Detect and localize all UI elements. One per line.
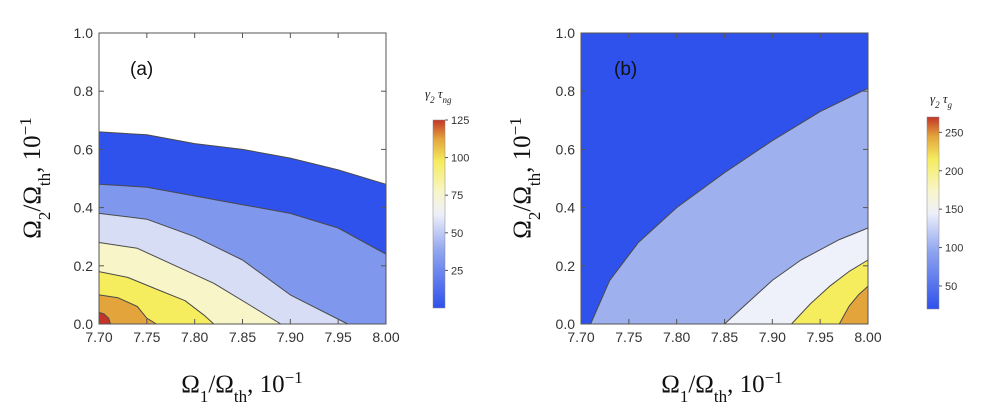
x-tick-label: 8.00 [372,329,399,345]
y-axis-label-b: Ω2/Ωth, 10−1 [506,117,544,238]
y-tick-label: 0.6 [556,141,576,157]
x-axis-label-a: Ω1/Ωth, 10−1 [181,368,302,406]
panel-label-a: (a) [130,59,153,80]
colorbar-a: γ2 τng 25 50 75 100 125 [425,86,469,309]
colorbar-title-b: γ2 τg [930,91,953,110]
x-ticks-b: 7.70 7.75 7.80 7.85 7.90 7.95 8.00 [567,33,882,345]
x-tick-label: 7.85 [229,329,256,345]
colorbar-tick-label: 150 [945,204,963,216]
contours-b [581,33,869,325]
colorbar-gradient-b [926,116,940,310]
y-axis-label-a: Ω2/Ωth, 10−1 [16,117,54,238]
y-tick-label: 0.4 [556,200,576,216]
panel-b: 7.70 7.75 7.80 7.85 7.90 7.95 8.00 0.00.20.40.… [506,25,882,406]
colorbar-ticks-b: 50 100 150 200 250 [939,127,963,293]
x-tick-label: 7.70 [567,329,594,345]
colorbar-title-a: γ2 τng [425,86,452,105]
colorbar-tick-label: 200 [945,166,963,178]
y-tick-label: 0.0 [556,316,576,332]
x-tick-label: 7.80 [663,329,690,345]
x-tick-label: 7.80 [181,329,208,345]
y-tick-label: 1.0 [74,25,94,41]
colorbar-gradient-a [432,119,446,309]
x-tick-label: 8.00 [854,329,881,345]
y-tick-label: 0.6 [74,141,94,157]
x-tick-label: 7.95 [325,329,352,345]
colorbar-tick-label: 50 [945,281,957,293]
colorbar-tick-label: 50 [451,228,463,240]
y-tick-label: 0.8 [74,83,94,99]
x-tick-label: 7.85 [711,329,738,345]
colorbar-tick-label: 100 [945,243,963,255]
colorbar-b: γ2 τg 50 100 150 200 250 [926,91,963,310]
y-ticks-b: 0.0 0.2 0.4 0.6 0.8 1.0 [556,25,868,332]
y-tick-label: 0.0 [74,316,94,332]
y-tick-label: 0.4 [74,200,94,216]
x-axis-label-b: Ω1/Ωth, 10−1 [661,368,782,406]
x-tick-label: 7.70 [85,329,112,345]
colorbar-tick-label: 100 [451,153,469,165]
x-tick-label: 7.95 [807,329,834,345]
x-tick-label: 7.75 [133,329,160,345]
x-tick-label: 7.90 [277,329,304,345]
colorbar-tick-label: 75 [451,190,463,202]
colorbar-tick-label: 125 [451,115,469,127]
colorbar-ticks-a: 25 50 75 100 125 [445,115,469,277]
colorbar-tick-label: 25 [451,265,463,277]
x-tick-label: 7.75 [615,329,642,345]
colorbar-tick-label: 250 [945,127,963,139]
x-tick-label: 7.90 [759,329,786,345]
y-tick-label: 0.8 [556,83,576,99]
panel-a: 7.70 7.75 7.80 7.85 7.90 7.95 8.00 0.00.20.40.… [16,25,400,406]
panel-label-b: (b) [614,59,637,80]
x-ticks-a: 7.70 7.75 7.80 7.85 7.90 7.95 8.00 [85,33,400,345]
y-ticks-a: 0.0 0.2 0.4 0.6 0.8 1.0 [74,25,386,332]
y-tick-label: 0.2 [74,258,94,274]
y-tick-label: 0.2 [556,258,576,274]
y-tick-label: 1.0 [556,25,576,41]
